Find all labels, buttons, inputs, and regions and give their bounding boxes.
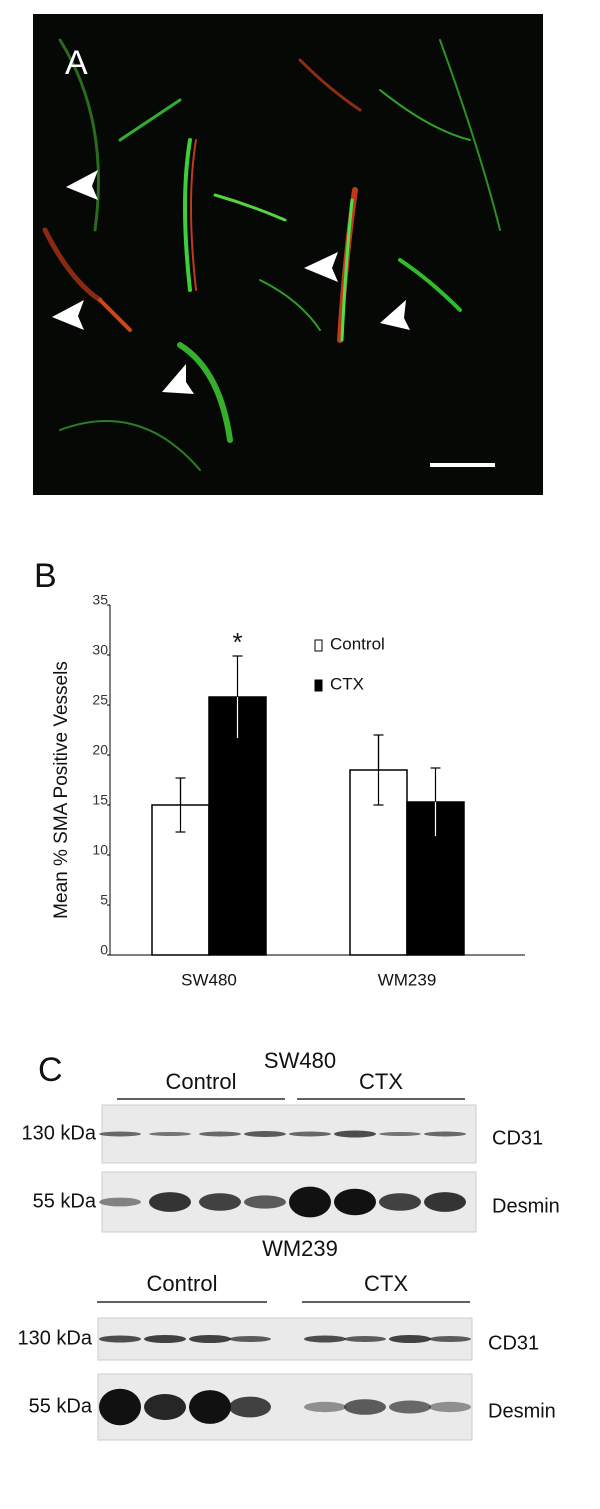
band xyxy=(424,1192,466,1212)
legend-label: CTX xyxy=(330,674,364,693)
band xyxy=(304,1401,346,1413)
band xyxy=(379,1132,421,1136)
group-label: Control xyxy=(166,1069,237,1094)
band xyxy=(99,1131,141,1137)
group-label: CTX xyxy=(359,1069,403,1094)
band xyxy=(424,1131,466,1137)
band xyxy=(144,1335,186,1343)
legend-swatch xyxy=(314,679,323,692)
western-blots: C SW480 Control CTX 130 kDa CD31 55 kDa Desmin W… xyxy=(18,1048,560,1441)
y-tick-label: 10 xyxy=(92,842,108,858)
band xyxy=(344,1399,386,1415)
y-tick-label: 20 xyxy=(92,742,108,758)
bar xyxy=(208,696,267,956)
blot-title: WM239 xyxy=(262,1236,338,1261)
band xyxy=(149,1132,191,1136)
x-tick-label: WM239 xyxy=(378,970,437,989)
protein-label: CD31 xyxy=(488,1332,539,1354)
size-label: 55 kDa xyxy=(29,1395,93,1417)
band xyxy=(334,1188,376,1216)
band xyxy=(99,1335,141,1343)
panel-label: B xyxy=(34,557,57,595)
band xyxy=(199,1131,241,1137)
band xyxy=(429,1336,471,1342)
band xyxy=(229,1336,271,1342)
x-tick-label: SW480 xyxy=(181,970,237,989)
band xyxy=(289,1131,331,1137)
band xyxy=(229,1396,271,1418)
band xyxy=(344,1336,386,1342)
band xyxy=(334,1130,376,1138)
panel-label: C xyxy=(38,1051,63,1089)
band xyxy=(189,1335,231,1343)
band xyxy=(149,1192,191,1212)
band xyxy=(244,1131,286,1137)
protein-label: Desmin xyxy=(492,1195,560,1217)
bar-chart: B Mean % SMA Positive Vessels 0 5 10 15 20 25 30… xyxy=(34,557,525,989)
size-label: 55 kDa xyxy=(33,1190,97,1212)
y-tick-label: 0 xyxy=(100,942,108,958)
y-tick-label: 15 xyxy=(92,792,108,808)
band xyxy=(99,1388,141,1426)
band xyxy=(289,1186,331,1218)
micrograph xyxy=(33,14,543,495)
band xyxy=(389,1335,431,1343)
band xyxy=(99,1197,141,1207)
protein-label: CD31 xyxy=(492,1127,543,1149)
legend-label: Control xyxy=(330,634,385,653)
y-tick-label: 25 xyxy=(92,692,108,708)
band xyxy=(189,1390,231,1424)
band xyxy=(389,1400,431,1414)
size-label: 130 kDa xyxy=(22,1122,97,1144)
band xyxy=(199,1193,241,1211)
y-axis-label: Mean % SMA Positive Vessels xyxy=(51,661,72,919)
band xyxy=(429,1401,471,1413)
group-label: Control xyxy=(147,1271,218,1296)
band xyxy=(304,1335,346,1343)
annotation: * xyxy=(232,627,242,657)
band xyxy=(244,1195,286,1209)
protein-label: Desmin xyxy=(488,1400,556,1422)
band xyxy=(144,1394,186,1420)
group-label: CTX xyxy=(364,1271,408,1296)
blot-title: SW480 xyxy=(264,1048,336,1073)
legend-swatch xyxy=(314,639,323,652)
y-tick-label: 5 xyxy=(100,892,108,908)
size-label: 130 kDa xyxy=(18,1327,93,1349)
panel-label: A xyxy=(65,44,88,82)
y-tick-label: 35 xyxy=(92,592,108,608)
y-tick-label: 30 xyxy=(92,642,108,658)
band xyxy=(379,1193,421,1211)
